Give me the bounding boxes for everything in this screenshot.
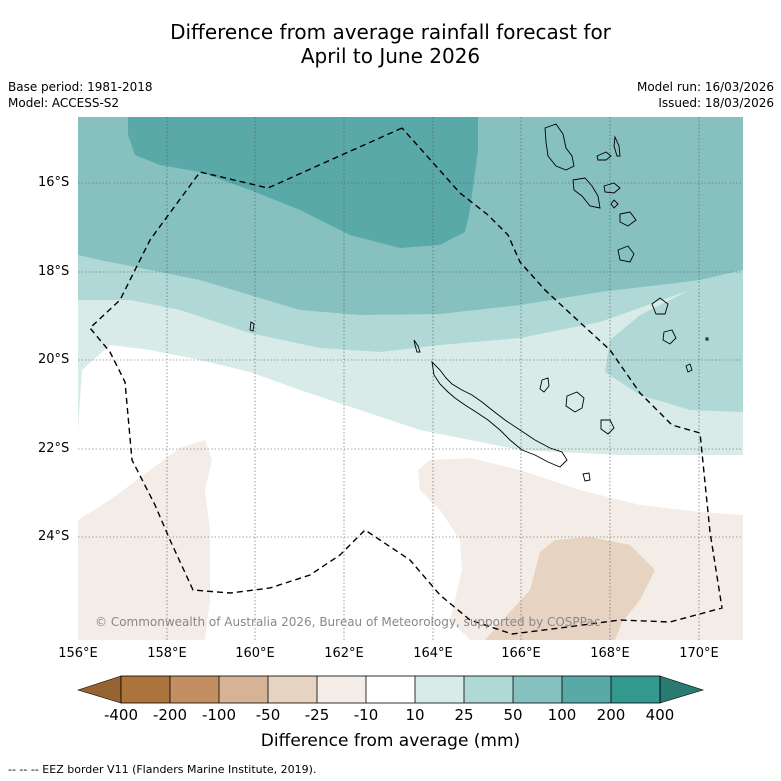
colorbar-tick: 200 xyxy=(596,706,626,724)
meta-left: Base period: 1981-2018 Model: ACCESS-S2 xyxy=(8,79,153,111)
colorbar-cell-dry-25 xyxy=(317,676,366,703)
dry-25-region-west xyxy=(78,440,212,640)
colorbar-cell-dry-400 xyxy=(121,676,170,703)
maewo-pentecost xyxy=(613,135,621,157)
meta-right: Model run: 16/03/2026 Issued: 18/03/2026 xyxy=(637,79,774,111)
erromango-island xyxy=(617,245,635,263)
lon-label-162e: 162°E xyxy=(324,646,364,661)
lon-label-168e: 168°E xyxy=(590,646,630,661)
wet-200-region xyxy=(128,117,478,248)
colorbar-cell-wet-25 xyxy=(415,676,464,703)
copyright-notice: © Commonwealth of Australia 2026, Bureau… xyxy=(95,615,600,629)
colorbar-cell-neutral xyxy=(366,676,415,703)
colorbar-cell-dry-200 xyxy=(170,676,219,703)
lon-label-170e: 170°E xyxy=(679,646,719,661)
colorbar-cell-dry-50 xyxy=(268,676,317,703)
eez-border xyxy=(89,127,723,635)
dry-50-region xyxy=(485,537,655,640)
lat-label-18s: 18°S xyxy=(38,264,70,279)
lifou-island xyxy=(565,391,585,413)
malekula xyxy=(572,177,601,209)
lon-label-156e: 156°E xyxy=(58,646,98,661)
colorbar-tick: 10 xyxy=(405,706,425,724)
colorbar-frame xyxy=(120,675,661,704)
colorbar-tick: -50 xyxy=(255,706,281,724)
base-period: Base period: 1981-2018 xyxy=(8,80,153,94)
chesterfield-islet xyxy=(249,321,255,332)
ambrym-island xyxy=(603,182,621,194)
title-line-1: Difference from average rainfall forecas… xyxy=(170,20,611,44)
colorbar-cell-wet-50 xyxy=(464,676,513,703)
efate-island xyxy=(619,211,637,227)
ambae-island xyxy=(596,151,612,161)
colorbar-tick: 25 xyxy=(454,706,474,724)
colorbar-tick: -200 xyxy=(152,706,188,724)
eez-footnote: -- -- -- EEZ border V11 (Flanders Marine… xyxy=(8,763,317,776)
lon-label-158e: 158°E xyxy=(147,646,187,661)
chart-title: Difference from average rainfall forecas… xyxy=(0,20,781,68)
model-name: Model: ACCESS-S2 xyxy=(8,96,120,110)
title-line-2: April to June 2026 xyxy=(300,44,481,68)
coastlines xyxy=(249,123,709,482)
colorbar-dividers xyxy=(169,676,612,703)
wet-50-region xyxy=(78,117,743,412)
lat-label-22s: 22°S xyxy=(38,441,70,456)
lon-label-160e: 160°E xyxy=(235,646,275,661)
aneityum-island xyxy=(662,329,677,345)
colorbar-extend-dry xyxy=(76,675,122,704)
isle-of-pines xyxy=(582,472,591,482)
colorbar-tick: -100 xyxy=(201,706,237,724)
colorbar-extend-wet xyxy=(659,675,705,704)
ouvea-island xyxy=(539,377,550,393)
mare-island xyxy=(600,419,615,435)
lat-label-20s: 20°S xyxy=(38,352,70,367)
epi-island xyxy=(610,199,619,209)
tanna-island xyxy=(651,297,669,315)
matthew-island xyxy=(685,363,693,373)
new-caledonia-coast xyxy=(431,360,568,468)
belep-island xyxy=(413,339,421,353)
model-run: Model run: 16/03/2026 xyxy=(636,80,774,94)
colorbar xyxy=(76,675,705,704)
colorbar-label: Difference from average (mm) xyxy=(260,731,521,751)
colorbar-tick: 100 xyxy=(547,706,577,724)
colorbar-cell-wet-200 xyxy=(562,676,611,703)
issued-date: Issued: 18/03/2026 xyxy=(658,96,774,110)
lon-label-164e: 164°E xyxy=(413,646,453,661)
colorbar-tick: 400 xyxy=(645,706,675,724)
lon-label-166e: 166°E xyxy=(501,646,541,661)
colorbar-tick: 50 xyxy=(503,706,523,724)
gridlines xyxy=(78,117,743,640)
colorbar-cell-wet-100 xyxy=(513,676,562,703)
colorbar-tick: -10 xyxy=(353,706,379,724)
colorbar-tick: -25 xyxy=(304,706,330,724)
lat-label-24s: 24°S xyxy=(38,529,70,544)
lat-label-16s: 16°S xyxy=(38,175,70,190)
wet-100-region-east xyxy=(640,117,743,280)
rainfall-field xyxy=(78,117,743,640)
hunter-island xyxy=(705,337,709,341)
colorbar-cell-wet-400 xyxy=(611,676,660,703)
espiritu-santo xyxy=(544,123,575,171)
colorbar-tick: -400 xyxy=(103,706,139,724)
colorbar-cell-dry-100 xyxy=(219,676,268,703)
